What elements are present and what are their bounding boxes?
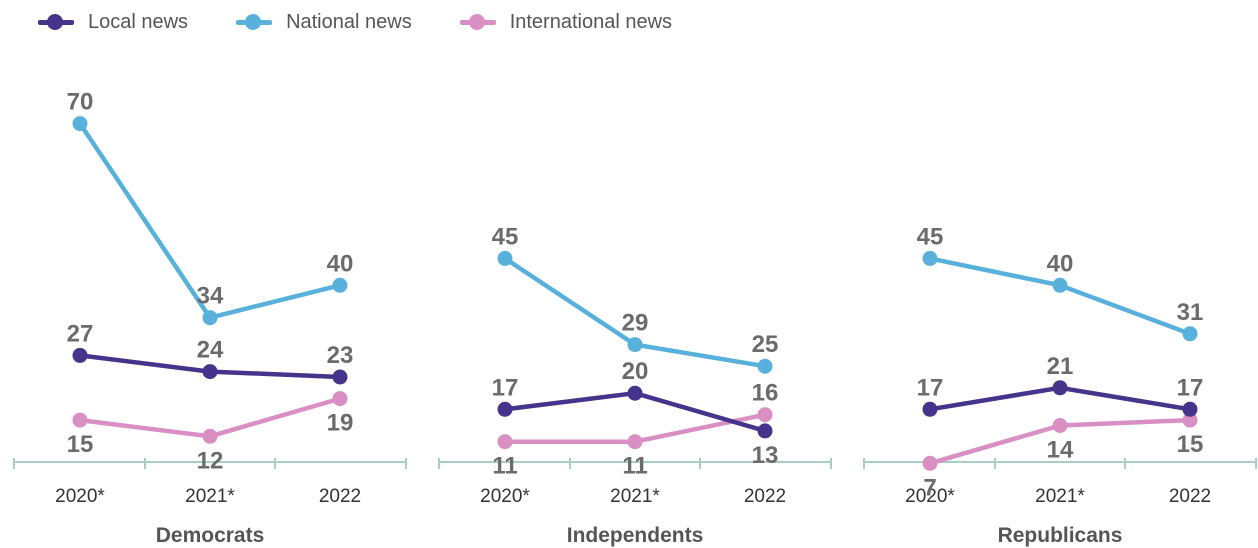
point-international <box>757 407 773 423</box>
point-local <box>922 401 938 417</box>
point-national <box>202 310 218 326</box>
panel-republicans: 2020* 2021* 2022 Republicans 17 45 7 21 40 14 17 31… <box>863 223 1257 547</box>
point-local <box>202 364 218 380</box>
data-label-local: 20 <box>622 358 649 385</box>
panel-title-independents: Independents <box>567 524 704 547</box>
data-label-international: 15 <box>67 431 94 458</box>
point-national <box>332 277 348 293</box>
legend-label-national: National news <box>286 10 412 33</box>
point-international <box>497 434 513 450</box>
panel-independents: 2020* 2021* 2022 Independents 17 45 11 20 29 11 13… <box>438 223 832 547</box>
data-label-local: 17 <box>492 374 519 401</box>
legend-swatch-international <box>459 14 496 30</box>
legend-item-national: National news <box>236 11 412 34</box>
point-international <box>332 391 348 407</box>
data-label-international: 19 <box>327 410 354 437</box>
point-international <box>922 455 938 471</box>
point-national <box>497 250 513 266</box>
point-local <box>497 401 513 417</box>
data-label-international: 11 <box>492 453 517 480</box>
point-international <box>202 428 218 444</box>
data-label-local: 24 <box>197 337 224 364</box>
point-local <box>1052 380 1068 396</box>
legend-label-local: Local news <box>88 10 189 33</box>
data-label-national: 40 <box>1047 250 1074 277</box>
data-label-national: 31 <box>1177 299 1204 326</box>
panel-title-republicans: Republicans <box>998 524 1123 547</box>
data-label-local: 23 <box>327 342 354 369</box>
point-national <box>72 116 88 132</box>
point-national <box>627 337 643 353</box>
legend: Local news National news International n… <box>38 6 720 38</box>
point-local <box>332 369 348 385</box>
data-label-local: 21 <box>1047 353 1074 380</box>
data-label-national: 45 <box>492 223 519 250</box>
data-label-international: 12 <box>197 447 224 474</box>
legend-item-local: Local news <box>38 11 188 34</box>
legend-swatch-national <box>236 14 273 30</box>
point-national <box>1052 277 1068 293</box>
data-label-national: 40 <box>327 250 354 277</box>
panel-title-democrats: Democrats <box>156 524 265 547</box>
data-label-national: 34 <box>197 283 224 310</box>
data-label-international: 15 <box>1177 431 1204 458</box>
data-label-local: 13 <box>752 442 779 469</box>
data-label-national: 45 <box>917 223 944 250</box>
data-label-international: 14 <box>1047 437 1074 464</box>
tick-label-2020-star: 2020* <box>905 486 955 507</box>
point-national <box>922 250 938 266</box>
point-local <box>627 385 643 401</box>
data-label-local: 27 <box>67 320 94 347</box>
tick-label-2022: 2022 <box>1169 486 1211 507</box>
point-international <box>72 412 88 428</box>
point-international <box>1052 418 1068 433</box>
tick-label-2021-star: 2021* <box>1035 486 1085 507</box>
tick-label-2020-star: 2020* <box>55 486 105 507</box>
point-international <box>627 434 643 450</box>
data-label-national: 25 <box>752 331 779 358</box>
tick-label-2022: 2022 <box>319 486 361 507</box>
point-international <box>1182 412 1198 428</box>
panel-democrats: 2020* 2021* 2022 Democrats 27 70 15 24 34 12 23 40 1… <box>13 89 407 547</box>
point-national <box>1182 326 1198 342</box>
point-local <box>1182 401 1198 417</box>
tick-label-2021-star: 2021* <box>610 486 660 507</box>
data-label-national: 29 <box>622 310 649 337</box>
tick-label-2021-star: 2021* <box>185 486 235 507</box>
legend-item-international: International news <box>459 10 673 34</box>
data-label-international: 7 <box>923 474 936 501</box>
point-national <box>757 358 773 374</box>
point-local <box>72 347 88 363</box>
data-label-international: 16 <box>752 380 779 407</box>
data-label-national: 70 <box>67 89 94 116</box>
legend-swatch-local <box>38 14 74 30</box>
data-label-local: 17 <box>1177 374 1204 401</box>
point-local <box>757 423 773 439</box>
tick-label-2020-star: 2020* <box>480 486 530 507</box>
legend-label-international: International news <box>509 10 673 33</box>
tick-label-2022: 2022 <box>744 486 786 507</box>
data-label-local: 17 <box>917 374 944 401</box>
data-label-international: 11 <box>622 453 647 480</box>
